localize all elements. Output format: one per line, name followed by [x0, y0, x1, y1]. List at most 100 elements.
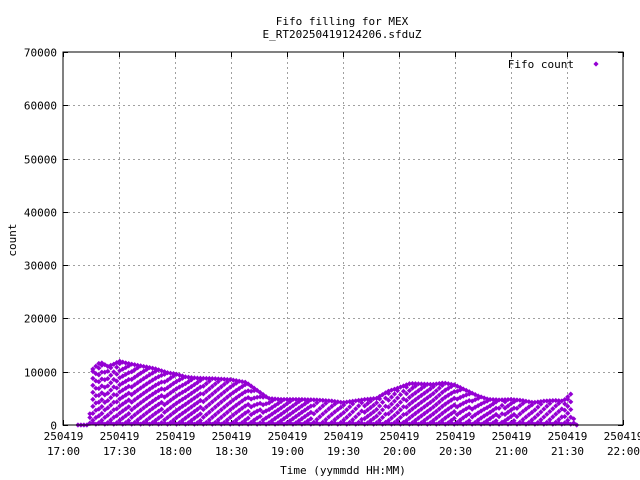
- data-point: [224, 420, 230, 426]
- data-point: [218, 414, 224, 420]
- data-point: [164, 400, 171, 406]
- data-point: [278, 396, 284, 403]
- data-point: [293, 420, 299, 426]
- data-point: [415, 415, 422, 421]
- data-point: [493, 405, 499, 411]
- data-point: [108, 395, 114, 401]
- data-point: [323, 408, 329, 415]
- data-point: [565, 410, 571, 416]
- data-point: [412, 381, 419, 387]
- data-point: [191, 375, 198, 381]
- data-point: [362, 409, 368, 415]
- data-point: [203, 419, 209, 426]
- data-point: [185, 374, 192, 380]
- data-point: [335, 421, 341, 427]
- data-point: [371, 396, 377, 402]
- data-point: [123, 360, 129, 366]
- data-point: [529, 417, 535, 423]
- data-point: [350, 417, 356, 423]
- data-point: [511, 418, 517, 424]
- data-point: [191, 388, 198, 394]
- data-point: [126, 370, 132, 376]
- x-tick-label-time: 18:30: [215, 445, 248, 458]
- data-point: [164, 421, 171, 427]
- data-point: [400, 388, 407, 394]
- data-point: [493, 418, 499, 424]
- data-point: [571, 420, 577, 426]
- data-point: [203, 388, 209, 394]
- data-point: [478, 415, 484, 421]
- data-point: [203, 381, 209, 387]
- data-point: [227, 407, 233, 413]
- data-point: [123, 364, 129, 371]
- data-point: [266, 395, 272, 402]
- data-point: [167, 390, 174, 396]
- data-point: [538, 401, 544, 407]
- data-point: [463, 387, 469, 393]
- data-point: [418, 385, 424, 392]
- data-point: [242, 420, 248, 426]
- data-point: [90, 375, 96, 381]
- data-point: [421, 417, 427, 424]
- y-tick-label: 20000: [24, 313, 57, 326]
- data-point: [200, 399, 206, 405]
- data-point: [376, 417, 383, 423]
- data-point: [391, 405, 398, 411]
- data-point: [197, 375, 203, 381]
- data-point: [105, 390, 111, 396]
- data-point: [260, 402, 266, 408]
- data-point: [544, 398, 550, 404]
- data-point: [96, 365, 102, 371]
- x-tick-label-date: 250419: [604, 430, 640, 443]
- data-point: [135, 420, 141, 426]
- data-point: [90, 417, 96, 423]
- data-point: [90, 396, 96, 402]
- data-point: [275, 396, 281, 402]
- data-point: [155, 421, 162, 427]
- data-point: [260, 420, 266, 426]
- data-point: [161, 420, 168, 426]
- legend: Fifo count: [508, 58, 599, 71]
- data-point: [445, 399, 451, 405]
- data-point: [114, 371, 120, 377]
- data-point: [218, 384, 224, 390]
- data-point: [391, 412, 398, 419]
- data-point: [508, 396, 514, 403]
- data-point: [529, 409, 535, 416]
- data-point: [406, 394, 413, 401]
- data-point: [457, 402, 463, 408]
- data-point: [144, 381, 150, 387]
- data-point: [457, 417, 463, 423]
- data-point: [323, 400, 329, 406]
- data-point: [436, 392, 442, 398]
- data-point: [550, 414, 556, 420]
- data-point: [457, 384, 463, 391]
- data-point: [194, 393, 200, 399]
- x-tick-label-time: 21:00: [495, 445, 528, 458]
- data-point: [236, 385, 242, 392]
- data-point: [439, 403, 445, 409]
- data-point: [141, 398, 147, 404]
- data-point: [111, 369, 117, 375]
- data-point: [150, 420, 156, 426]
- data-point: [418, 420, 424, 426]
- data-point: [161, 417, 168, 423]
- data-point: [356, 411, 362, 417]
- data-point: [562, 420, 568, 426]
- data-point: [176, 420, 183, 426]
- data-point: [484, 405, 490, 411]
- data-point: [224, 386, 230, 393]
- data-point: [565, 394, 571, 400]
- data-point: [460, 386, 466, 392]
- data-point: [391, 386, 398, 392]
- data-point: [520, 416, 526, 423]
- data-point: [126, 411, 132, 417]
- data-point: [242, 410, 248, 416]
- data-point: [111, 414, 117, 421]
- data-point: [430, 397, 436, 403]
- data-point: [257, 420, 263, 426]
- data-point: [227, 421, 233, 427]
- data-point: [123, 413, 129, 419]
- data-point: [129, 421, 135, 427]
- legend-marker-icon: [593, 61, 599, 67]
